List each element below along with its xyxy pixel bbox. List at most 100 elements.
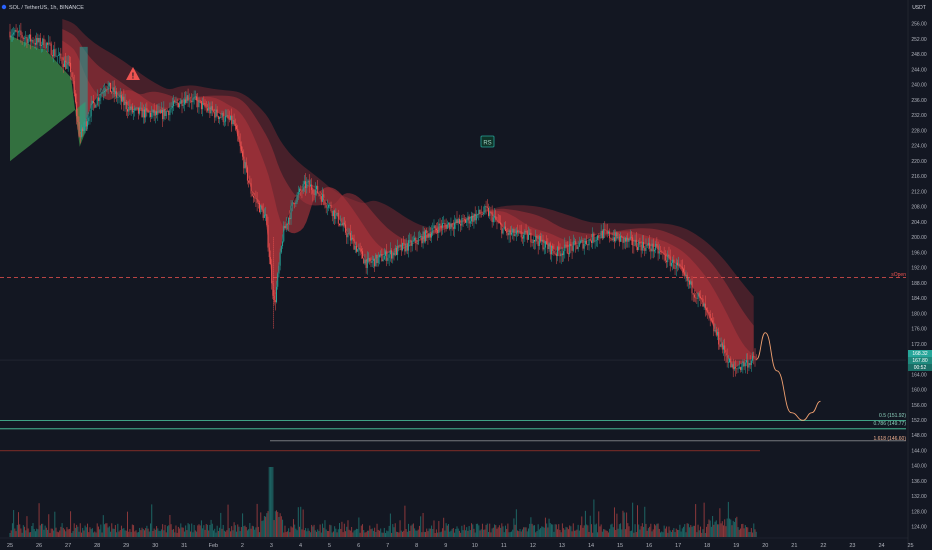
candle-body [85,121,87,127]
candle-body [716,331,718,336]
volume-bar [122,528,124,537]
candle-body [129,106,131,111]
volume-bar [348,529,350,537]
volume-bar [242,513,244,537]
volume-bar [605,530,607,537]
candle-body [416,243,418,245]
candle-body [185,99,187,104]
volume-bar [289,532,291,537]
volume-bar [592,532,594,537]
volume-bar [51,528,53,537]
candle-body [72,76,74,81]
volume-bar [633,532,635,537]
y-tick-label: 124.00 [911,525,927,531]
volume-bar [219,527,221,537]
x-tick-label: 17 [675,543,681,549]
rs-badge-label: RS [483,140,491,146]
rs-badge[interactable] [480,135,495,148]
candle-body [606,230,608,234]
volume-bar [340,528,342,537]
candle-body [371,260,373,263]
volume-bar [87,523,89,537]
volume-bar [226,530,228,537]
volume-bar [352,532,354,537]
candle-body [458,218,460,224]
volume-bar [721,521,723,537]
candle-body [313,193,315,195]
candle-body [634,239,636,246]
candle-body [216,109,218,117]
candle-body [39,38,41,46]
volume-bar [99,529,101,537]
candle-body [395,247,397,255]
candle-body [191,100,193,103]
price-axis[interactable]: USDT 256.00 252.00 248.00 244.00 240.00 236.0… [907,0,932,550]
candle-body [713,322,715,332]
candle-body [588,239,590,246]
candle-body [342,222,344,226]
volume-bar [133,525,135,537]
volume-bar [39,525,41,537]
candle-body [695,297,697,299]
volume-bar [343,523,345,537]
volume-bar [176,532,178,537]
volume-bar [249,523,251,537]
candle-body [84,121,86,128]
candle-body [616,232,618,239]
warning-icon[interactable] [126,67,140,80]
volume-bar [448,524,450,537]
volume-bar [670,531,672,537]
candle-body [174,101,176,103]
candle-body [748,362,750,368]
volume-bar [571,531,573,537]
bull-cloud-edge [79,46,88,131]
volume-bar [457,528,459,537]
candle-body [229,115,231,120]
volume-bar [439,532,441,537]
x-tick-label: 22 [820,543,826,549]
volume-bar [471,523,473,537]
volume-bar [507,523,509,537]
volume-bar [645,523,647,537]
volume-bar [134,531,136,537]
volume-bar [434,532,436,537]
time-axis[interactable]: 25 26 27 28 29 30 31 Feb 2 3 4 5 6 7 8 9 10 11 12 13 14 15 16 1… [0,537,914,549]
candle-body [549,243,551,255]
volume-bar [273,520,275,537]
candle-body [345,224,347,233]
candle-body [400,245,402,251]
volume-bar [704,532,706,537]
volume-bar [491,528,493,537]
volume-bar [630,530,632,537]
volume-bar [48,514,50,537]
volume-bar [11,523,13,537]
candle-body [288,217,290,225]
candle-body [486,206,488,208]
x-tick-label: 31 [181,543,187,549]
volume-bar [649,526,651,537]
candle-body [24,38,26,39]
candle-body [114,91,116,95]
volume-bar [351,527,353,537]
price-tag-1-text: 168.32 [912,351,928,357]
candle-body [422,231,424,244]
candle-body [111,91,113,93]
volume-bar [552,524,554,537]
candle-body [117,97,119,98]
candle-body [21,35,23,38]
volume-bar [454,532,456,537]
volume-bar [641,523,643,537]
volume-bar [435,529,437,537]
volume-bar [72,531,74,537]
symbol-title[interactable]: SOL / TetherUS, 1h, BINANCE [9,5,84,11]
candle-body [692,293,694,295]
volume-bar [37,529,39,537]
y-tick-label: 180.00 [911,311,927,317]
volume-bar [193,524,195,537]
price-tag-2 [908,357,932,364]
y-tick-label: 244.00 [911,67,927,73]
candle-body [351,237,353,241]
volume-bar [160,529,162,537]
volume-bar [96,523,98,537]
